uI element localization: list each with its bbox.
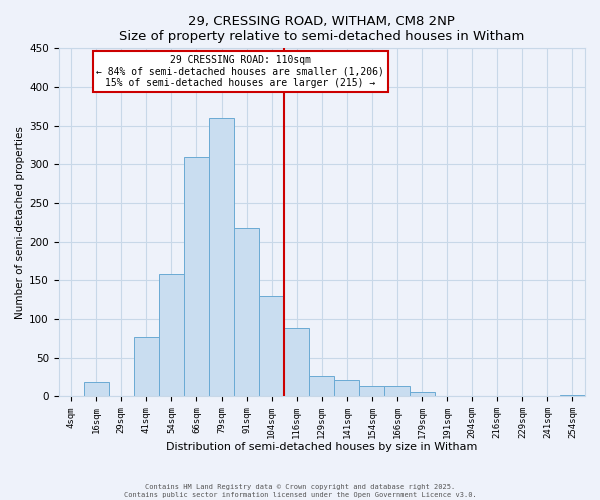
Bar xyxy=(84,382,109,396)
X-axis label: Distribution of semi-detached houses by size in Witham: Distribution of semi-detached houses by … xyxy=(166,442,478,452)
Y-axis label: Number of semi-detached properties: Number of semi-detached properties xyxy=(15,126,25,319)
Bar xyxy=(209,118,234,396)
Bar xyxy=(234,228,259,396)
Bar xyxy=(359,386,385,396)
Bar xyxy=(184,156,209,396)
Bar xyxy=(410,392,434,396)
Bar xyxy=(385,386,410,396)
Bar xyxy=(309,376,334,396)
Bar xyxy=(560,395,585,396)
Text: 29 CRESSING ROAD: 110sqm
← 84% of semi-detached houses are smaller (1,206)
15% o: 29 CRESSING ROAD: 110sqm ← 84% of semi-d… xyxy=(97,54,384,88)
Bar xyxy=(284,328,309,396)
Title: 29, CRESSING ROAD, WITHAM, CM8 2NP
Size of property relative to semi-detached ho: 29, CRESSING ROAD, WITHAM, CM8 2NP Size … xyxy=(119,15,524,43)
Text: Contains HM Land Registry data © Crown copyright and database right 2025.
Contai: Contains HM Land Registry data © Crown c… xyxy=(124,484,476,498)
Bar xyxy=(259,296,284,396)
Bar xyxy=(159,274,184,396)
Bar xyxy=(134,337,159,396)
Bar xyxy=(334,380,359,396)
